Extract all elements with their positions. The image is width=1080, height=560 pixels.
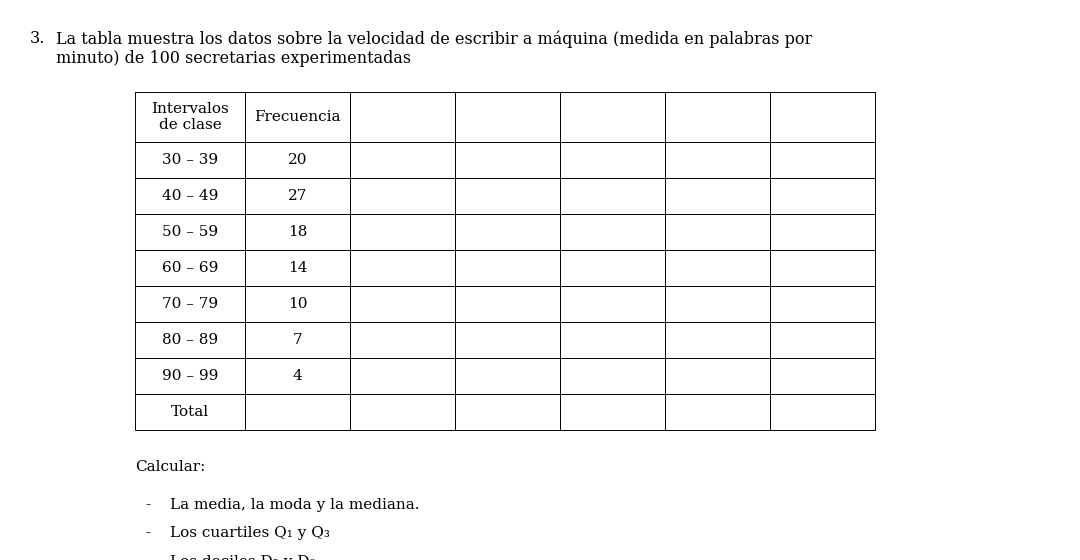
Text: La media, la moda y la mediana.: La media, la moda y la mediana. xyxy=(170,498,419,512)
Bar xyxy=(135,394,245,430)
Text: -: - xyxy=(145,498,150,512)
Bar xyxy=(561,178,665,214)
Bar xyxy=(770,358,875,394)
Bar xyxy=(561,92,665,142)
Bar xyxy=(350,394,455,430)
Text: 30 – 39: 30 – 39 xyxy=(162,153,218,167)
Bar xyxy=(665,286,770,322)
Bar xyxy=(135,322,245,358)
Bar xyxy=(350,358,455,394)
Bar xyxy=(135,250,245,286)
Text: 20: 20 xyxy=(287,153,307,167)
Bar xyxy=(245,178,350,214)
Bar xyxy=(135,92,245,142)
Bar xyxy=(665,358,770,394)
Bar xyxy=(665,394,770,430)
Text: 27: 27 xyxy=(287,189,307,203)
Bar xyxy=(455,250,561,286)
Bar xyxy=(455,394,561,430)
Bar xyxy=(561,250,665,286)
Text: 70 – 79: 70 – 79 xyxy=(162,297,218,311)
Bar xyxy=(770,142,875,178)
Text: Frecuencia: Frecuencia xyxy=(254,110,341,124)
Bar xyxy=(135,142,245,178)
Text: 40 – 49: 40 – 49 xyxy=(162,189,218,203)
Text: -: - xyxy=(145,555,150,560)
Bar xyxy=(245,358,350,394)
Bar xyxy=(455,358,561,394)
Bar xyxy=(770,92,875,142)
Bar xyxy=(561,322,665,358)
Bar xyxy=(135,178,245,214)
Bar xyxy=(770,178,875,214)
Bar xyxy=(245,92,350,142)
Bar xyxy=(455,322,561,358)
Text: Intervalos
de clase: Intervalos de clase xyxy=(151,102,229,132)
Text: 3.: 3. xyxy=(30,30,45,47)
Text: 90 – 99: 90 – 99 xyxy=(162,369,218,383)
Text: 60 – 69: 60 – 69 xyxy=(162,261,218,275)
Bar xyxy=(455,214,561,250)
Bar xyxy=(350,322,455,358)
Bar xyxy=(350,142,455,178)
Bar xyxy=(350,92,455,142)
Bar xyxy=(770,286,875,322)
Text: Calcular:: Calcular: xyxy=(135,460,205,474)
Bar xyxy=(561,142,665,178)
Bar xyxy=(665,322,770,358)
Bar xyxy=(665,92,770,142)
Text: minuto) de 100 secretarias experimentadas: minuto) de 100 secretarias experimentada… xyxy=(56,50,411,67)
Bar xyxy=(770,214,875,250)
Bar xyxy=(135,358,245,394)
Bar xyxy=(455,92,561,142)
Bar xyxy=(770,394,875,430)
Bar xyxy=(455,286,561,322)
Bar xyxy=(665,142,770,178)
Bar xyxy=(665,250,770,286)
Bar xyxy=(665,178,770,214)
Bar xyxy=(770,322,875,358)
Text: 4: 4 xyxy=(293,369,302,383)
Bar xyxy=(135,286,245,322)
Text: Los cuartiles Q₁ y Q₃: Los cuartiles Q₁ y Q₃ xyxy=(170,526,329,540)
Text: La tabla muestra los datos sobre la velocidad de escribir a máquina (medida en p: La tabla muestra los datos sobre la velo… xyxy=(56,30,812,48)
Bar xyxy=(245,322,350,358)
Bar xyxy=(245,394,350,430)
Bar xyxy=(561,358,665,394)
Text: -: - xyxy=(145,526,150,540)
Bar xyxy=(350,178,455,214)
Bar xyxy=(245,250,350,286)
Bar xyxy=(561,394,665,430)
Text: Los deciles D₂ y D₉: Los deciles D₂ y D₉ xyxy=(170,555,315,560)
Bar xyxy=(245,142,350,178)
Text: 14: 14 xyxy=(287,261,307,275)
Bar xyxy=(350,286,455,322)
Bar xyxy=(561,286,665,322)
Bar xyxy=(665,214,770,250)
Bar xyxy=(455,178,561,214)
Text: 80 – 89: 80 – 89 xyxy=(162,333,218,347)
Bar xyxy=(245,286,350,322)
Text: 7: 7 xyxy=(293,333,302,347)
Bar xyxy=(350,250,455,286)
Bar xyxy=(245,214,350,250)
Bar xyxy=(770,250,875,286)
Bar xyxy=(561,214,665,250)
Text: 18: 18 xyxy=(287,225,307,239)
Text: 10: 10 xyxy=(287,297,307,311)
Text: Total: Total xyxy=(171,405,210,419)
Bar xyxy=(135,214,245,250)
Bar xyxy=(350,214,455,250)
Bar xyxy=(455,142,561,178)
Text: 50 – 59: 50 – 59 xyxy=(162,225,218,239)
